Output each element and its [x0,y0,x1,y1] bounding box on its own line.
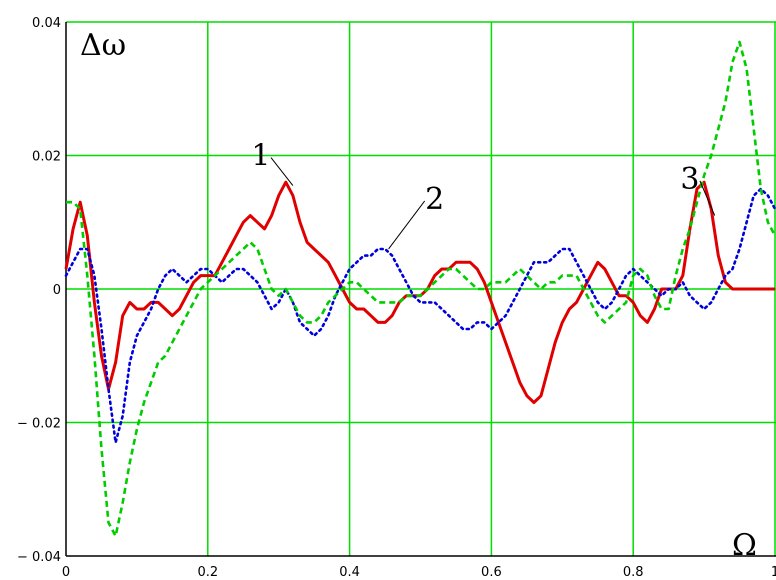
y-tick-label: 0.04 [32,16,61,31]
y-axis-label: Δω [80,28,126,63]
y-tick-label: 0 [53,283,61,298]
series-layer [64,40,776,538]
x-axis-label: Ω [732,528,757,563]
annotations: 1 2 3 [251,139,716,250]
leader-line [699,180,716,216]
y-tick-label: − 0.02 [17,417,61,432]
series-label-3: 3 [680,162,699,197]
series-1-line [64,180,775,404]
y-tick-label: 0.02 [32,150,61,165]
series-2-line [64,187,776,444]
x-tick-label: 0.6 [481,565,502,580]
leader-line [270,157,294,186]
series-label-1: 1 [251,139,270,174]
x-tick-label: 0.4 [339,565,360,580]
x-tick-label: 0.8 [623,565,644,580]
leader-line [388,200,426,250]
series-label-2: 2 [425,182,444,217]
tick-labels: 0 0.2 0.4 0.6 0.8 1 0.04 0.02 0 − 0.02 − 0.04 [17,16,776,580]
x-tick-label: 0.2 [197,565,218,580]
x-tick-label: 1 [771,565,776,580]
x-tick-label: 0 [62,565,70,580]
axes [65,22,776,557]
y-tick-label: − 0.04 [17,550,61,565]
series-3-line [66,40,776,538]
